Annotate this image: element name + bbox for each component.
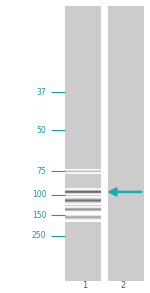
Bar [64,221,100,222]
Bar [64,204,100,205]
Text: 150: 150 [32,211,46,220]
Bar [64,202,100,203]
Bar [64,200,100,201]
Text: 37: 37 [37,88,46,97]
Bar [64,220,100,221]
Text: 1: 1 [82,281,87,290]
Bar [64,6,100,281]
Bar [64,218,100,219]
Bar [64,217,100,218]
Bar [64,219,100,220]
Bar [64,214,100,215]
Bar [64,203,100,204]
Text: 100: 100 [32,190,46,199]
Bar [64,213,100,214]
Bar [64,198,100,199]
Bar [64,196,100,197]
Bar [64,215,100,216]
Text: 75: 75 [37,167,46,176]
Text: 50: 50 [37,126,46,135]
Bar [64,216,100,217]
Text: 2: 2 [120,281,126,290]
Bar [64,199,100,200]
Bar [108,6,144,281]
Bar [64,201,100,202]
Text: 250: 250 [32,231,46,240]
Bar [64,197,100,198]
